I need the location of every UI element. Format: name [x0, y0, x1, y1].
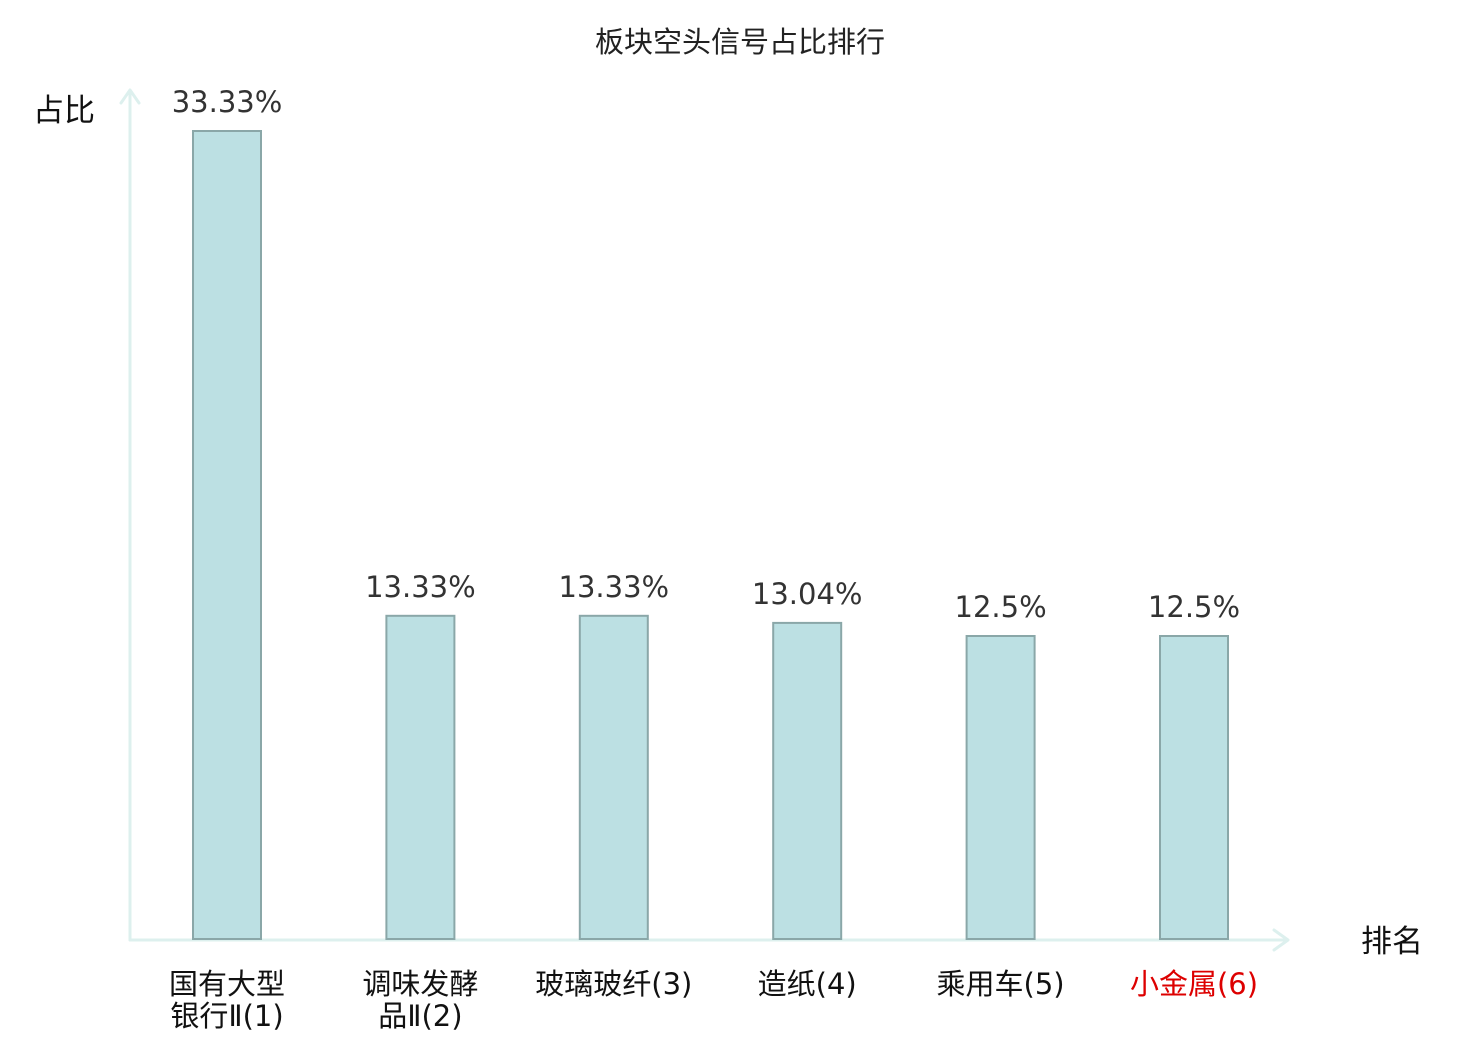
bar-3: [578, 614, 649, 940]
bar-1: [192, 130, 262, 940]
x-axis-arrow: [1272, 928, 1290, 952]
bar-2: [385, 614, 456, 940]
value-label-6: 12.5%: [1148, 590, 1240, 624]
category-label-1-line-1: 国有大型: [169, 967, 285, 1001]
y-axis-arrow: [119, 88, 141, 105]
bar-6: [1159, 635, 1229, 940]
value-label-3: 13.33%: [559, 570, 670, 604]
value-labels: 33.33% 13.33% 13.33% 13.04% 12.5% 12.5%: [172, 85, 1240, 624]
value-label-2: 13.33%: [365, 570, 476, 604]
category-label-4: 造纸(4): [758, 967, 857, 1001]
category-label-1-line-2: 银行Ⅱ(1): [170, 999, 283, 1033]
category-label-2-line-1: 调味发酵: [362, 967, 478, 1001]
value-label-5: 12.5%: [955, 590, 1047, 624]
axes: [119, 88, 1290, 952]
value-label-1: 33.33%: [172, 85, 283, 119]
category-label-6: 小金属(6): [1130, 967, 1258, 1001]
bar-4: [772, 621, 843, 941]
category-label-2-line-2: 品Ⅱ(2): [378, 999, 462, 1033]
bar-5: [965, 635, 1036, 940]
category-label-5: 乘用车(5): [937, 967, 1065, 1001]
bars: [192, 130, 1229, 941]
y-axis-label: 占比: [33, 93, 95, 129]
chart-title: 板块空头信号占比排行: [595, 25, 885, 59]
category-label-3: 玻璃玻纤(3): [535, 967, 692, 1001]
value-label-4: 13.04%: [752, 577, 863, 611]
x-axis-label: 排名: [1361, 924, 1423, 960]
